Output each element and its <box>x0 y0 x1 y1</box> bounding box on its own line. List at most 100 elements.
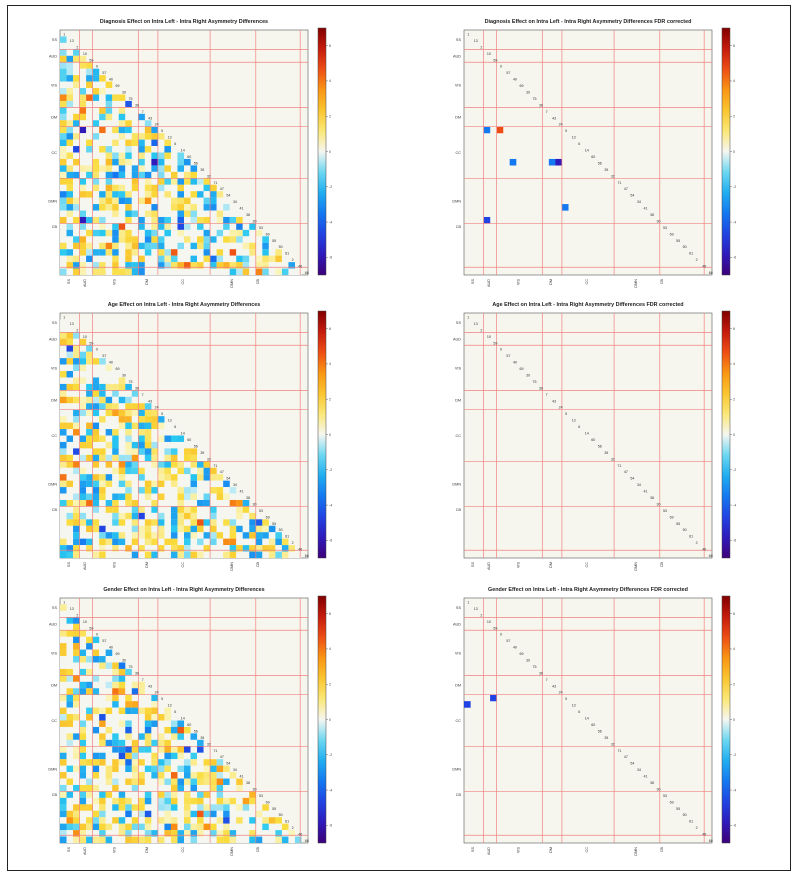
heatmap-cell <box>190 752 198 760</box>
colorbar-tick-label: 0 <box>733 433 735 437</box>
heatmap-cell <box>157 804 165 811</box>
heatmap-cell <box>157 823 165 831</box>
heatmap-cell <box>131 765 139 773</box>
heatmap-cell <box>118 772 126 779</box>
heatmap-cell <box>138 461 145 468</box>
colorbar-tick-label: 4 <box>329 362 331 366</box>
heatmap-cell <box>92 165 100 172</box>
heatmap-cell <box>73 461 80 468</box>
diagonal-label: 41 <box>239 207 243 211</box>
diagonal-label: 75 <box>533 380 537 384</box>
heatmap-cell <box>92 171 100 179</box>
heatmap-cell <box>170 778 178 786</box>
heatmap-cell <box>151 823 158 831</box>
heatmap-cell <box>157 223 165 230</box>
heatmap-cell <box>262 817 269 824</box>
heatmap-cell <box>125 784 132 792</box>
heatmap-cell <box>60 765 67 773</box>
heatmap-cell <box>66 268 74 276</box>
heatmap-cell <box>177 184 185 192</box>
row-network-label: CC <box>52 719 58 723</box>
heatmap-cell <box>210 197 217 205</box>
heatmap-cell <box>86 630 93 637</box>
heatmap-cell <box>275 545 282 552</box>
diagonal-label: 47 <box>220 470 224 474</box>
heatmap-cell <box>79 435 87 442</box>
diagonal-label: 75 <box>129 97 133 101</box>
heatmap-cell <box>125 720 132 727</box>
heatmap-cell <box>138 759 145 766</box>
heatmap-cell <box>125 823 132 831</box>
heatmap-cell <box>242 249 250 256</box>
heatmap-cell <box>170 493 178 501</box>
diagonal-label: 60 <box>591 723 595 727</box>
heatmap-cell <box>125 146 132 153</box>
heatmap-cell <box>118 416 126 423</box>
diagonal-label: 38 <box>650 781 654 785</box>
heatmap-cell <box>60 836 67 844</box>
heatmap-cell <box>203 804 211 811</box>
heatmap-cell <box>131 461 139 468</box>
heatmap-cell <box>66 210 74 218</box>
diagonal-label: 6 <box>578 425 580 429</box>
heatmap-cell <box>229 499 237 507</box>
heatmap-cell <box>275 532 282 539</box>
heatmap-cell <box>203 752 211 760</box>
diagonal-label: 71 <box>213 464 217 468</box>
heatmap-cell <box>66 236 74 243</box>
heatmap-cell <box>99 171 106 179</box>
heatmap-cell <box>99 791 106 798</box>
heatmap-cell <box>66 668 74 676</box>
heatmap-cell <box>151 416 158 423</box>
heatmap-cell <box>223 797 230 805</box>
heatmap-cell <box>92 726 100 734</box>
heatmap-cell <box>203 519 211 526</box>
heatmap-cell <box>125 694 132 702</box>
heatmap-cell <box>157 733 165 740</box>
diagonal-label: 50 <box>683 528 687 532</box>
row-network-label: CC <box>456 434 462 438</box>
heatmap-cell <box>203 532 211 539</box>
heatmap-cell <box>86 688 93 695</box>
heatmap-cell <box>197 184 204 192</box>
heatmap-cell <box>157 726 165 734</box>
heatmap-cell <box>79 68 87 76</box>
heatmap-cell <box>86 139 93 147</box>
heatmap-cell <box>151 804 158 811</box>
colorbar-tick-label: -4 <box>733 503 736 507</box>
heatmap-cell <box>157 797 165 805</box>
heatmap-cell <box>170 210 178 218</box>
diagonal-label: 39 <box>200 168 204 172</box>
heatmap-cell <box>164 461 171 468</box>
heatmap-cell <box>131 720 139 727</box>
heatmap-cell <box>60 623 67 631</box>
diagonal-label: 40 <box>513 646 517 650</box>
heatmap-cell <box>60 139 67 147</box>
heatmap-cell <box>86 681 93 689</box>
heatmap-cell <box>66 499 74 507</box>
heatmap-cell <box>236 525 243 533</box>
heatmap-cell <box>99 681 106 689</box>
heatmap-cell <box>105 823 113 831</box>
heatmap-cell <box>66 830 74 837</box>
diagonal-label: 7 <box>546 393 548 397</box>
heatmap-cell <box>131 158 139 166</box>
diagonal-label: 1 <box>63 600 65 604</box>
heatmap-cell <box>131 390 139 397</box>
heatmap-cell <box>138 113 145 121</box>
heatmap-cell <box>262 262 269 269</box>
heatmap-cell <box>242 791 250 798</box>
heatmap-cell <box>216 236 224 243</box>
heatmap-cell <box>60 538 67 546</box>
heatmap-cell <box>86 726 93 734</box>
heatmap-cell <box>125 403 132 410</box>
heatmap-cell <box>73 236 80 243</box>
heatmap-cell <box>73 746 80 753</box>
heatmap-cell <box>118 493 126 501</box>
heatmap-cell <box>60 113 67 121</box>
diagonal-label: 57 <box>506 354 510 358</box>
diagonal-label: 75 <box>129 665 133 669</box>
heatmap-cell <box>157 435 165 442</box>
heatmap-cell <box>268 538 276 546</box>
heatmap-cell <box>105 804 113 811</box>
